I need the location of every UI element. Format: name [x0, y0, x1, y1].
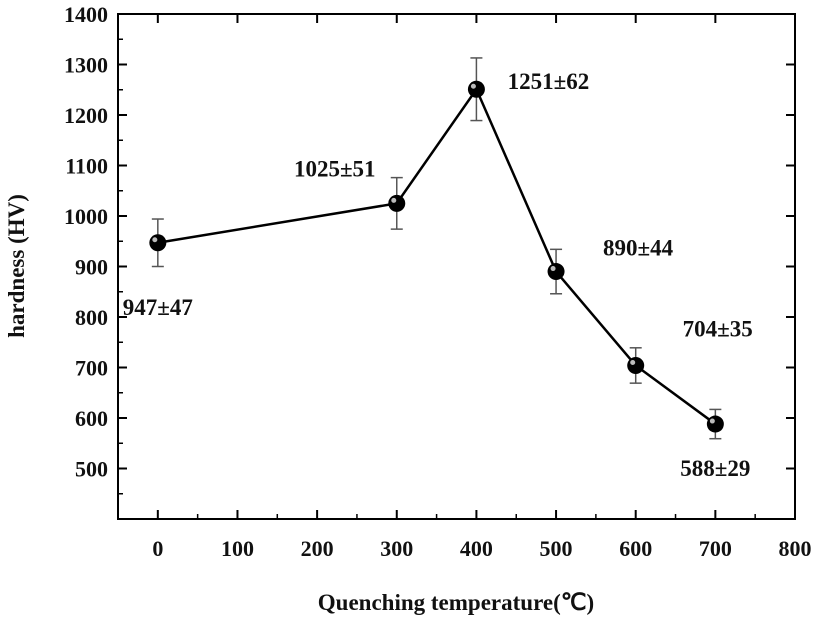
y-tick-label: 700 [75, 356, 108, 381]
x-tick-label: 400 [460, 536, 493, 561]
data-point-highlight [550, 266, 556, 272]
x-tick-label: 100 [221, 536, 254, 561]
y-tick-label: 1000 [64, 204, 108, 229]
plot-frame [117, 13, 796, 520]
data-point-highlight [470, 83, 476, 89]
y-tick-label: 1400 [64, 2, 108, 27]
data-label: 588±29 [680, 456, 750, 481]
y-tick-label: 1300 [64, 53, 108, 78]
data-point [547, 263, 565, 281]
data-point [627, 356, 645, 374]
data-label: 890±44 [603, 236, 674, 261]
y-tick-label: 1100 [65, 154, 108, 179]
x-tick-label: 0 [152, 536, 163, 561]
data-point [706, 415, 724, 433]
data-point [467, 80, 485, 98]
x-tick-label: 300 [380, 536, 413, 561]
y-tick-label: 800 [75, 305, 108, 330]
data-label: 1251±62 [508, 69, 590, 94]
y-tick-label: 600 [75, 406, 108, 431]
data-label: 704±35 [683, 316, 753, 341]
y-tick-label: 500 [75, 457, 108, 482]
x-tick-label: 700 [699, 536, 732, 561]
data-series: 947±47 1025±51 1251±62 890±44 704±35 588±29 [123, 57, 753, 481]
data-point-highlight [630, 359, 636, 365]
data-label: 947±47 [123, 295, 193, 320]
data-point [149, 234, 167, 252]
x-tick-label: 800 [779, 536, 812, 561]
x-axis-ticks: 0 100 200 300 400 500 600 700 800 [152, 14, 812, 561]
data-point-highlight [391, 197, 397, 203]
series-line [157, 86, 717, 426]
x-tick-label: 500 [540, 536, 573, 561]
y-tick-label: 900 [75, 255, 108, 280]
data-point [388, 194, 406, 212]
x-axis-title: Quenching temperature(℃) [318, 590, 594, 615]
data-label: 1025±51 [294, 156, 376, 181]
data-point-highlight [152, 237, 158, 243]
y-axis-ticks: 500 600 700 800 900 1000 1100 1200 1300 1400 [64, 2, 795, 495]
x-tick-label: 200 [301, 536, 334, 561]
x-tick-label: 600 [619, 536, 652, 561]
y-tick-label: 1200 [64, 103, 108, 128]
y-axis-title: hardness (HV) [4, 194, 29, 338]
data-point-highlight [709, 418, 715, 424]
